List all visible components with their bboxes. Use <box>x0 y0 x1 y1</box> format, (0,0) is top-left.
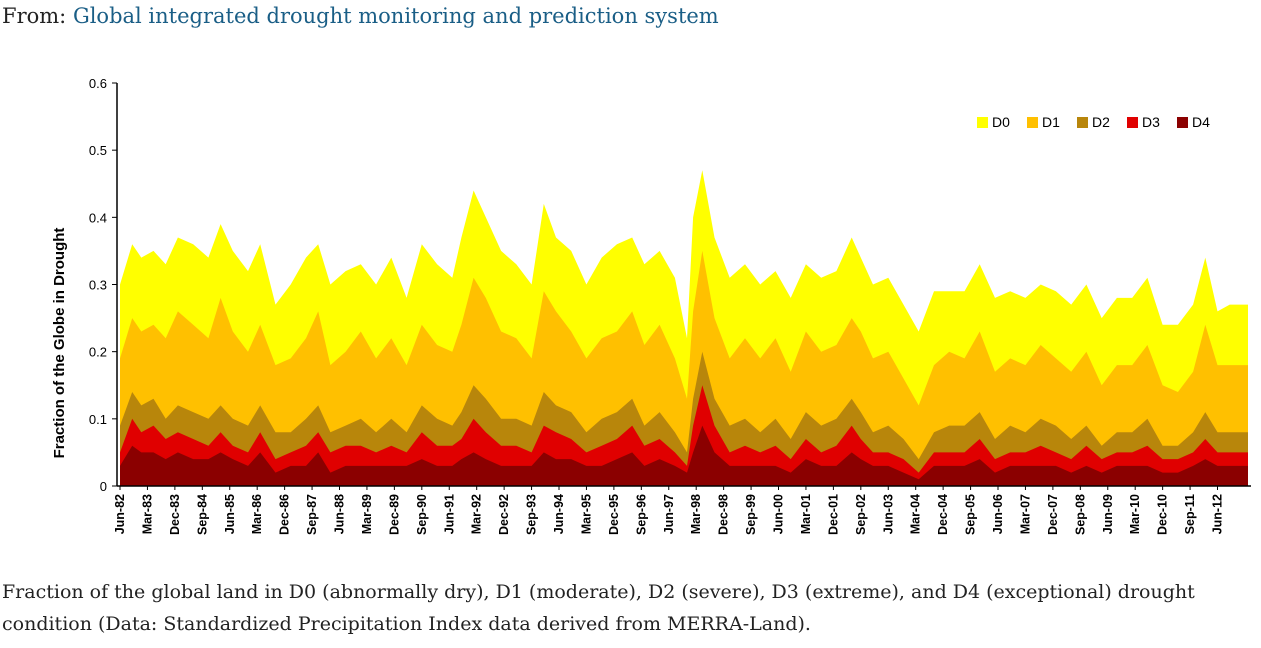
x-tick-label: Sep-84 <box>195 494 209 535</box>
legend-label-d1: D1 <box>1042 114 1060 130</box>
x-tick-label: Dec-86 <box>278 494 292 535</box>
y-tick-label: 0.5 <box>89 143 107 158</box>
area-series-d3 <box>120 385 1248 486</box>
x-tick-label: Dec-10 <box>1156 494 1170 535</box>
drought-chart: 0 0.1 0.2 0.3 0.4 0.5 0.6 Jun-82 Mar-83 Dec-83 Se… <box>51 76 1251 535</box>
y-ticks: 0 0.1 0.2 0.3 0.4 0.5 0.6 <box>89 76 117 494</box>
x-tick-label: Sep-02 <box>854 494 868 535</box>
x-tick-label: Jun-06 <box>991 494 1005 534</box>
y-tick-label: 0.3 <box>89 278 107 293</box>
legend-swatch-d2 <box>1077 117 1088 128</box>
legend-swatch-d0 <box>977 117 988 128</box>
x-tick-label: Sep-93 <box>525 494 539 535</box>
x-tick-label: Jun-12 <box>1211 494 1225 534</box>
x-tick-label: Dec-98 <box>717 494 731 535</box>
source-prefix: From: <box>2 4 67 28</box>
x-tick-label: Mar-07 <box>1018 494 1032 534</box>
legend: D0 D1 D2 D3 D4 <box>977 114 1210 130</box>
x-tick-label: Jun-85 <box>223 494 237 534</box>
x-tick-label: Sep-87 <box>305 494 319 535</box>
legend-swatch-d1 <box>1027 117 1038 128</box>
x-tick-label: Mar-95 <box>579 494 593 534</box>
source-link[interactable]: Global integrated drought monitoring and… <box>72 4 719 28</box>
y-axis-label: Fraction of the Globe in Drought <box>51 228 68 459</box>
x-tick-label: Sep-99 <box>744 494 758 535</box>
y-tick-label: 0.2 <box>89 345 107 360</box>
x-tick-label: Dec-95 <box>607 494 621 535</box>
x-tick-label: Jun-03 <box>881 494 895 534</box>
x-tick-label: Mar-04 <box>909 494 923 534</box>
x-tick-label: Jun-88 <box>333 494 347 534</box>
x-tick-label: Dec-07 <box>1046 494 1060 535</box>
x-tick-label: Sep-90 <box>415 494 429 535</box>
x-tick-label: Dec-04 <box>936 494 950 535</box>
x-tick-label: Mar-86 <box>250 494 264 534</box>
x-tick-label: Dec-92 <box>497 494 511 535</box>
x-tick-label: Mar-01 <box>799 494 813 534</box>
x-tick-label: Jun-00 <box>772 494 786 534</box>
x-tick-label: Mar-92 <box>470 494 484 534</box>
x-tick-label: Jun-97 <box>662 494 676 534</box>
source-line: From: Global integrated drought monitori… <box>2 4 719 28</box>
x-tick-label: Jun-91 <box>442 494 456 534</box>
x-tick-label: Sep-11 <box>1183 494 1197 534</box>
y-tick-label: 0.1 <box>89 412 107 427</box>
x-tick-label: Mar-89 <box>360 494 374 534</box>
y-tick-label: 0.4 <box>89 210 107 225</box>
x-tick-label: Mar-98 <box>689 494 703 534</box>
area-layers <box>120 170 1248 487</box>
legend-swatch-d4 <box>1177 117 1188 128</box>
x-tick-label: Mar-83 <box>140 494 154 534</box>
x-tick-label: Jun-94 <box>552 494 566 534</box>
x-tick-label: Dec-83 <box>168 494 182 535</box>
x-tick-label: Sep-05 <box>964 494 978 535</box>
legend-label-d2: D2 <box>1092 114 1110 130</box>
x-tick-label: Sep-08 <box>1073 494 1087 535</box>
legend-swatch-d3 <box>1127 117 1138 128</box>
x-tick-label: Jun-82 <box>113 494 127 534</box>
legend-label-d0: D0 <box>992 114 1010 130</box>
x-tick-label: Jun-09 <box>1101 494 1115 534</box>
y-tick-label: 0 <box>100 479 107 494</box>
area-series-d4 <box>120 425 1248 486</box>
x-ticks: Jun-82 Mar-83 Dec-83 Sep-84 Jun-85 Mar-86 Dec-… <box>113 486 1225 535</box>
legend-label-d4: D4 <box>1192 114 1210 130</box>
y-tick-label: 0.6 <box>89 76 107 91</box>
x-tick-label: Dec-01 <box>826 494 840 535</box>
x-tick-label: Mar-10 <box>1128 494 1142 534</box>
figure-caption: Fraction of the global land in D0 (abnor… <box>2 581 1195 635</box>
legend-label-d3: D3 <box>1142 114 1160 130</box>
x-tick-label: Dec-89 <box>387 494 401 535</box>
x-tick-label: Sep-96 <box>634 494 648 535</box>
